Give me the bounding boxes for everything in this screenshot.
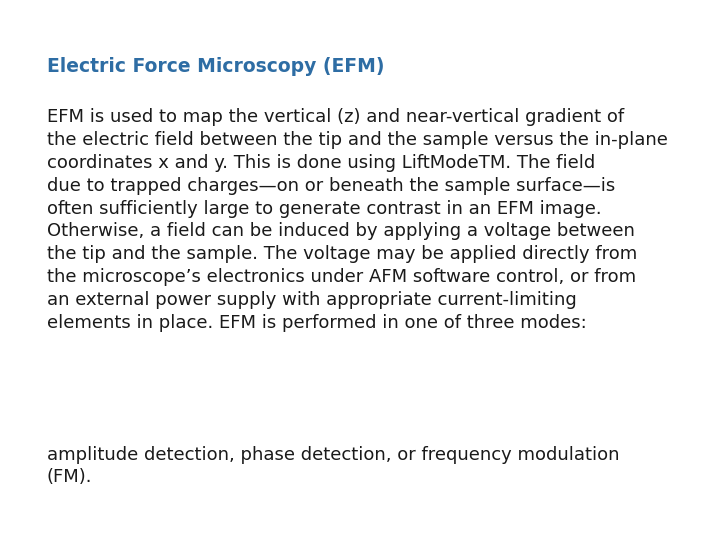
Text: Electric Force Microscopy (EFM): Electric Force Microscopy (EFM) — [47, 57, 384, 76]
Text: EFM is used to map the vertical (z) and near-vertical gradient of
the electric f: EFM is used to map the vertical (z) and … — [47, 108, 667, 332]
Text: amplitude detection, phase detection, or frequency modulation
(FM).: amplitude detection, phase detection, or… — [47, 446, 619, 487]
